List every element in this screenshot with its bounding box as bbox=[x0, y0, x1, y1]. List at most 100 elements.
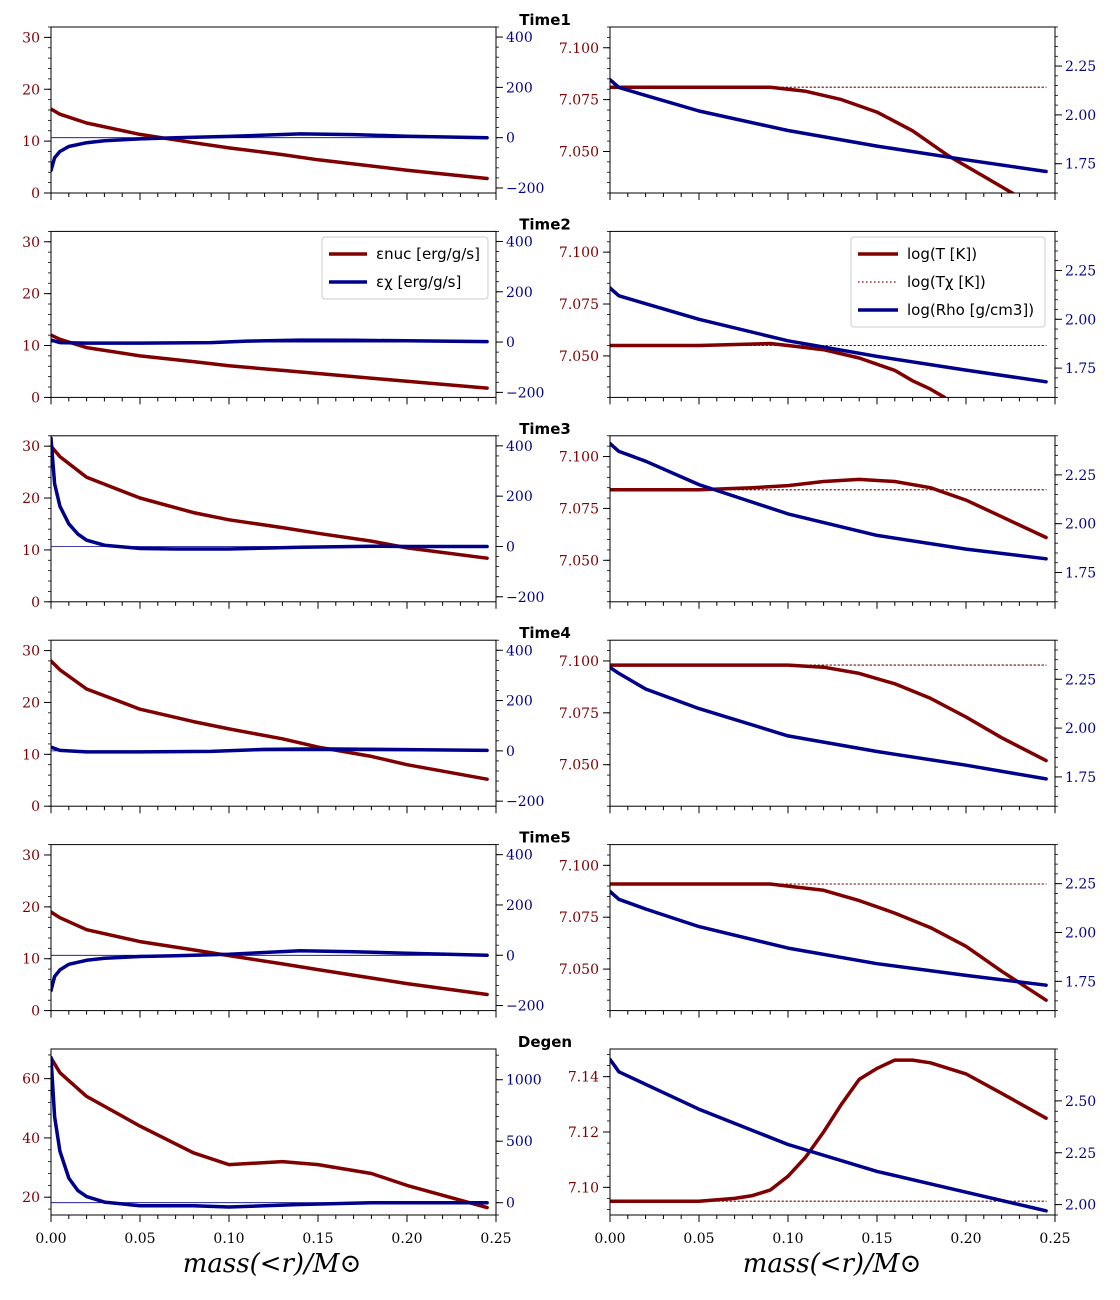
series-group bbox=[51, 107, 489, 181]
x-tick-label: 0.10 bbox=[213, 1231, 244, 1247]
y-blue-tick-label: 0 bbox=[506, 1196, 515, 1212]
series-group bbox=[51, 659, 489, 781]
y-red-tick-label: 40 bbox=[22, 1131, 40, 1147]
y-red-tick-label: 20 bbox=[22, 1190, 40, 1206]
y-red-tick-label: 7.100 bbox=[559, 654, 599, 670]
series-group bbox=[610, 663, 1048, 781]
panel-title: Degen bbox=[518, 1033, 572, 1051]
y-blue-tick-label: −200 bbox=[506, 385, 544, 401]
x-tick-label: 0.05 bbox=[683, 1231, 714, 1247]
y-red-tick-label: 7.075 bbox=[559, 501, 599, 517]
x-tick-label: 0.15 bbox=[861, 1231, 892, 1247]
panel-right-time1: 7.050 7.075 7.100 1.75 2.00 2.25 bbox=[559, 26, 1096, 200]
axes-frame bbox=[50, 1048, 497, 1216]
y-blue-tick-label: 2.25 bbox=[1065, 468, 1096, 484]
panel-left-time3: 0 10 20 30 −200 0 200 400 bbox=[22, 435, 544, 611]
y-red-tick-label: 0 bbox=[31, 595, 40, 611]
series-line-blue bbox=[610, 889, 1048, 987]
y-red-tick-label: 10 bbox=[22, 339, 40, 355]
legend-left-label-nuc: εnuc [erg/g/s] bbox=[376, 245, 480, 263]
series-group bbox=[51, 436, 489, 560]
y-blue-tick-label: 400 bbox=[506, 643, 533, 659]
y-blue-tick-label: 1.75 bbox=[1065, 157, 1096, 173]
y-blue-tick-label: −200 bbox=[506, 999, 544, 1015]
series-group bbox=[610, 1057, 1048, 1213]
panel-left-time1: 0 10 20 30 −200 0 200 400 bbox=[22, 26, 544, 202]
x-tick-label: 0.10 bbox=[772, 1231, 803, 1247]
y-blue-tick-label: 2.00 bbox=[1065, 312, 1096, 328]
x-tick-label: 0.25 bbox=[480, 1231, 511, 1247]
y-red-tick-label: 7.100 bbox=[559, 245, 599, 261]
axes-frame bbox=[609, 1048, 1056, 1216]
y-blue-tick-label: 200 bbox=[506, 898, 533, 914]
axes-frame bbox=[50, 26, 497, 194]
y-red-tick-label: 7.075 bbox=[559, 297, 599, 313]
x-tick-label: 0.20 bbox=[391, 1231, 422, 1247]
y-blue-tick-label: −200 bbox=[506, 181, 544, 197]
series-line-red bbox=[610, 1058, 1048, 1203]
panel-left-time4: 0 10 20 30 −200 0 200 400 bbox=[22, 639, 544, 815]
legend-right-label-Tchi: log(Tχ [K]) bbox=[907, 273, 986, 291]
y-red-tick-label: 7.075 bbox=[559, 910, 599, 926]
axes-frame bbox=[609, 844, 1056, 1012]
legend-right-label-rho: log(Rho [g/cm3]) bbox=[907, 301, 1034, 319]
panel-row-time3: Time3 0 10 20 30 −200 0 200 400 7.050 7.075 7.100 1.… bbox=[22, 420, 1096, 611]
series-group bbox=[51, 333, 489, 390]
y-blue-tick-label: 1.75 bbox=[1065, 566, 1096, 582]
panel-right-time4: 7.050 7.075 7.100 1.75 2.00 2.25 bbox=[559, 639, 1096, 814]
y-blue-tick-label: 1.75 bbox=[1065, 770, 1096, 786]
y-red-tick-label: 60 bbox=[22, 1072, 40, 1088]
legend-left-label-chi: εχ [erg/g/s] bbox=[376, 273, 461, 291]
y-blue-tick-label: 200 bbox=[506, 694, 533, 710]
y-blue-tick-label: 200 bbox=[506, 489, 533, 505]
panel-title: Time3 bbox=[519, 420, 571, 438]
series-line-blue bbox=[610, 77, 1048, 174]
x-tick-label: 0.00 bbox=[594, 1231, 625, 1247]
series-line-red bbox=[51, 444, 489, 560]
y-red-tick-label: 20 bbox=[22, 900, 40, 916]
y-blue-tick-label: 2.00 bbox=[1065, 517, 1096, 533]
y-red-tick-label: 0 bbox=[31, 390, 40, 406]
y-blue-tick-label: 0 bbox=[506, 335, 515, 351]
series-line-blue bbox=[51, 1055, 489, 1209]
y-blue-tick-label: 2.25 bbox=[1065, 1146, 1096, 1162]
panel-title: Time4 bbox=[519, 624, 571, 642]
panel-title: Time1 bbox=[519, 11, 571, 29]
y-blue-tick-label: 0 bbox=[506, 948, 515, 964]
y-blue-tick-label: −200 bbox=[506, 590, 544, 606]
series-line-blue bbox=[610, 1057, 1048, 1213]
y-red-tick-label: 7.050 bbox=[559, 145, 599, 161]
x-tick-label: 0.00 bbox=[35, 1231, 66, 1247]
series-group bbox=[610, 286, 1048, 398]
y-blue-tick-label: 2.00 bbox=[1065, 1198, 1096, 1214]
y-blue-tick-label: 400 bbox=[506, 30, 533, 46]
series-line-red bbox=[51, 107, 489, 181]
y-red-tick-label: 30 bbox=[22, 848, 40, 864]
axes-frame bbox=[609, 435, 1056, 603]
series-line-blue bbox=[51, 948, 489, 993]
legend-left: εnuc [erg/g/s] εχ [erg/g/s] bbox=[321, 236, 489, 300]
y-red-tick-label: 7.075 bbox=[559, 93, 599, 109]
x-tick-label: 0.20 bbox=[950, 1231, 981, 1247]
y-red-tick-label: 20 bbox=[22, 695, 40, 711]
panel-right-time5: 7.050 7.075 7.100 1.75 2.00 2.25 bbox=[559, 844, 1096, 1018]
y-red-tick-label: 30 bbox=[22, 439, 40, 455]
y-red-tick-label: 0 bbox=[31, 1004, 40, 1020]
series-group bbox=[51, 1055, 489, 1210]
y-red-tick-label: 7.050 bbox=[559, 553, 599, 569]
panel-row-degen: Degen 0.00 0.05 0.10 0.15 0.20 0.25 20 40 60 0 500 1… bbox=[22, 1033, 1096, 1247]
y-red-tick-label: 20 bbox=[22, 491, 40, 507]
series-line-red bbox=[51, 1056, 489, 1210]
y-blue-tick-label: −200 bbox=[506, 794, 544, 810]
panel-title: Time5 bbox=[519, 829, 571, 847]
panel-left-time2: 0 10 20 30 −200 0 200 400 bbox=[22, 230, 544, 406]
legend-right: log(T [K]) log(Tχ [K]) log(Rho [g/cm3]) bbox=[850, 236, 1046, 328]
series-line-red bbox=[51, 910, 489, 997]
y-red-tick-label: 7.100 bbox=[559, 41, 599, 57]
y-blue-tick-label: 2.25 bbox=[1065, 59, 1096, 75]
y-blue-tick-label: 1000 bbox=[506, 1073, 542, 1089]
axes-frame bbox=[50, 435, 497, 603]
y-red-tick-label: 10 bbox=[22, 134, 40, 150]
y-red-tick-label: 10 bbox=[22, 747, 40, 763]
